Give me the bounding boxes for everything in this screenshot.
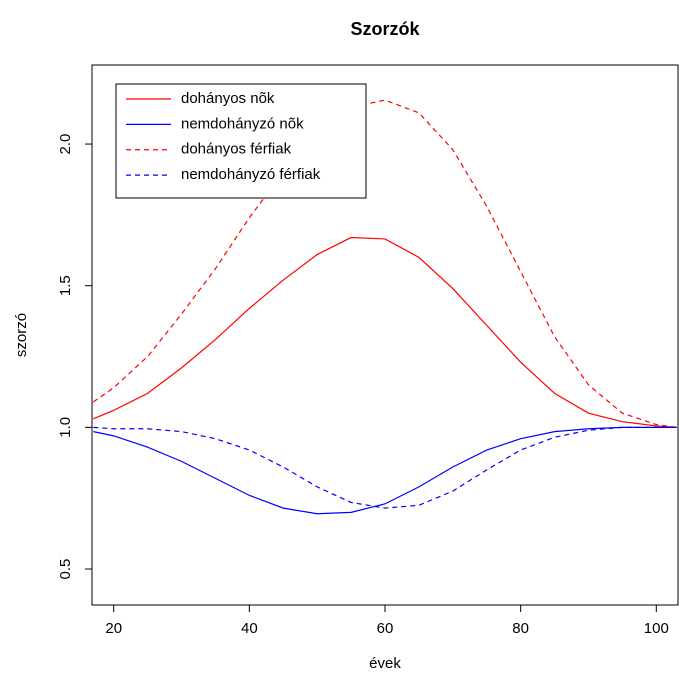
- x-axis-label: évek: [369, 655, 401, 672]
- line: [93, 99, 677, 428]
- chart-title: Szorzók: [350, 19, 420, 39]
- legend-box: [115, 83, 367, 199]
- line: [93, 426, 677, 515]
- line: [93, 236, 677, 428]
- legend-label: dohányos férfiak: [181, 141, 292, 158]
- y-tick-label: 2.0: [57, 134, 74, 155]
- y-tick-label: 0.5: [57, 559, 74, 580]
- x-tick-label: 80: [512, 620, 529, 637]
- x-tick-label: 40: [241, 620, 258, 637]
- x-tick-label: 60: [377, 620, 394, 637]
- y-axis-label: szorzó: [13, 313, 30, 357]
- y-tick-label: 1.5: [57, 275, 74, 296]
- legend-label: nemdohányzó férfiak: [181, 166, 321, 183]
- x-tick-label: 20: [105, 620, 122, 637]
- x-tick-label: 100: [644, 620, 669, 637]
- line: [93, 426, 677, 509]
- y-tick-label: 1.0: [57, 417, 74, 438]
- legend-label: dohányos nõk: [181, 90, 275, 107]
- legend-label: nemdohányzó nõk: [181, 115, 304, 132]
